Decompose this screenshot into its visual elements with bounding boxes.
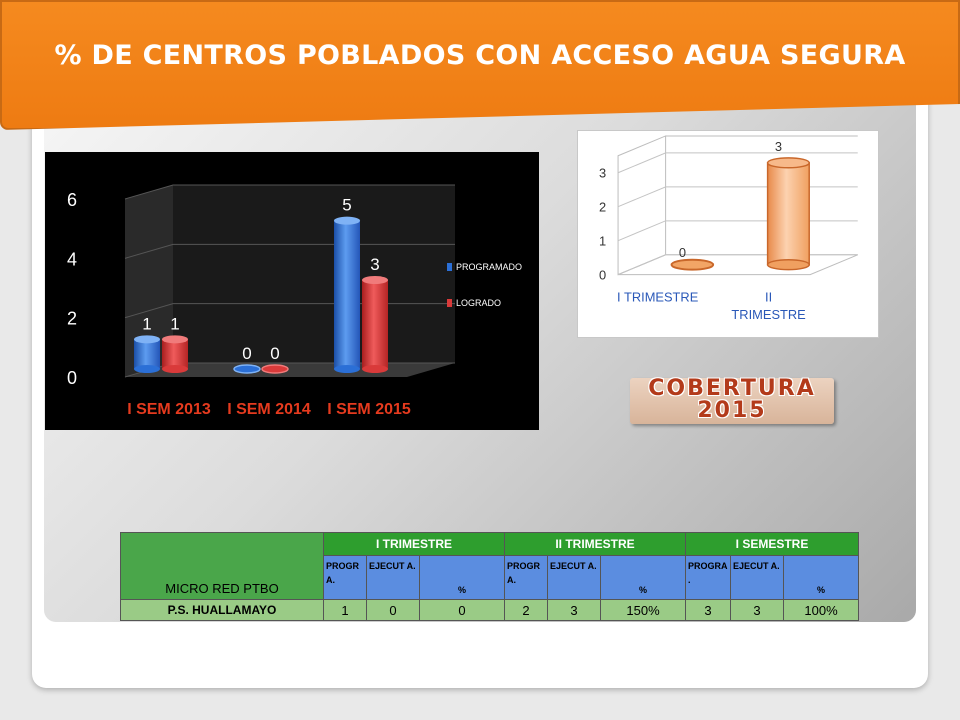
- table-cell: 3: [730, 599, 784, 621]
- y-tick-label: 3: [599, 166, 606, 181]
- data-label: 1: [170, 314, 179, 333]
- prog-bar-body: [334, 220, 360, 369]
- x-tick-label: I SEM 2013: [127, 401, 211, 418]
- gridline: [124, 303, 455, 319]
- cobertura-line2: 2015: [697, 398, 767, 423]
- legend-swatch: [447, 299, 452, 307]
- subheader: PROGR A.: [504, 555, 548, 600]
- data-label: 1: [142, 314, 151, 333]
- legend-label: LOGRADO: [456, 298, 501, 308]
- side-wall: [617, 135, 667, 276]
- logr-bar-top: [162, 335, 188, 344]
- table-cell: 3: [547, 599, 601, 621]
- back-wall: [173, 185, 455, 363]
- table-cell: 100%: [783, 599, 859, 621]
- logr-bar: [261, 364, 289, 374]
- x-tick-label: I SEM 2014: [227, 401, 311, 418]
- prog-bar: [233, 364, 261, 374]
- prog-bar-body: [134, 339, 160, 369]
- coverage-table: MICRO RED PTBO I TRIMESTRE II TRIMESTRE …: [120, 532, 859, 621]
- gridline: [124, 184, 455, 200]
- table-cell: 3: [685, 599, 731, 621]
- orange-bar-flat: [670, 258, 715, 271]
- table-cell: 2: [504, 599, 548, 621]
- y-tick-label: 2: [67, 309, 77, 329]
- prog-bar-top: [134, 335, 160, 344]
- legend-swatch: [447, 263, 452, 271]
- x-tick-label: I SEM 2015: [327, 401, 411, 418]
- side-wall: [125, 185, 173, 377]
- data-label: 3: [370, 255, 379, 274]
- cobertura-badge: COBERTURA 2015: [630, 378, 834, 424]
- y-tick-label: 2: [599, 200, 606, 215]
- data-label: 5: [342, 196, 351, 215]
- subheader: EJECUT A.: [547, 555, 601, 600]
- subheader: %: [419, 555, 505, 600]
- y-tick-label: 4: [67, 249, 77, 269]
- logr-bar-base: [162, 365, 188, 373]
- gridline: [124, 243, 455, 259]
- x-tick-label: I TRIMESTRE: [617, 289, 699, 304]
- logr-bar: [362, 276, 388, 373]
- table-cell: 0: [419, 599, 505, 621]
- data-label: 0: [679, 245, 686, 260]
- logr-bar-top: [362, 276, 388, 284]
- data-label: 0: [242, 344, 251, 363]
- data-label: 3: [775, 139, 782, 154]
- subheader: %: [783, 555, 859, 600]
- y-tick-label: 0: [67, 368, 77, 388]
- y-tick-label: 1: [599, 234, 606, 249]
- orange-bar-body: [766, 162, 810, 266]
- prog-bar: [134, 335, 160, 373]
- y-tick-label: 0: [599, 268, 606, 283]
- page-title: % DE CENTROS POBLADOS CON ACCESO AGUA SE…: [54, 40, 906, 71]
- x-tick-line: TRIMESTRE: [731, 307, 806, 322]
- data-label: 0: [270, 344, 279, 363]
- cobertura-line1: COBERTURA: [648, 376, 816, 401]
- chart-trimestral: 0 1 2 3 0 3 I TRIMESTRE II TRIMESTRE: [577, 130, 879, 338]
- prog-bar-base: [334, 365, 360, 373]
- gridline: [617, 152, 858, 174]
- row-name: P.S. HUALLAMAYO: [120, 599, 324, 621]
- subheader: EJECUT A.: [366, 555, 420, 600]
- prog-bar-base: [134, 365, 160, 373]
- logr-bar-flat: [261, 364, 289, 374]
- gridline: [617, 220, 858, 242]
- orange-bar-top: [766, 157, 810, 169]
- prog-bar-top: [334, 216, 360, 225]
- table-cell: 150%: [600, 599, 686, 621]
- subheader: %: [600, 555, 686, 600]
- legend-label: PROGRAMADO: [456, 262, 522, 272]
- logr-bar: [162, 335, 188, 373]
- y-tick-label: 6: [67, 190, 77, 210]
- logr-bar-body: [362, 280, 388, 369]
- table-row: P.S. HUALLAMAYO 1 0 0 2 3 150% 3 3 100%: [120, 599, 859, 621]
- floor: [617, 254, 858, 276]
- group-header-3: I SEMESTRE: [685, 532, 859, 556]
- row-header-cell: MICRO RED PTBO: [120, 532, 324, 600]
- prog-bar-flat: [233, 364, 261, 374]
- logr-bar-base: [362, 365, 388, 373]
- x-tick-line: II: [765, 289, 772, 304]
- subheader: PROGRA .: [685, 555, 731, 600]
- group-header-2: II TRIMESTRE: [504, 532, 686, 556]
- table-cell: 1: [323, 599, 367, 621]
- gridline: [617, 254, 858, 276]
- orange-bar-base: [766, 259, 810, 271]
- prog-bar: [334, 216, 360, 373]
- group-header-1: I TRIMESTRE: [323, 532, 505, 556]
- logr-bar-body: [162, 339, 188, 369]
- gridline: [617, 186, 858, 208]
- x-tick-label: II TRIMESTRE: [731, 289, 806, 322]
- subheader: EJECUT A.: [730, 555, 784, 600]
- subheader: PROGR A.: [323, 555, 367, 600]
- table-cell: 0: [366, 599, 420, 621]
